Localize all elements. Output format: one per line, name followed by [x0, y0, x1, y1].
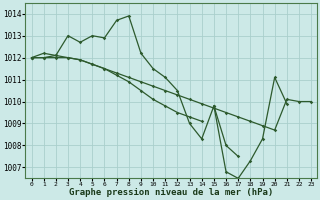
X-axis label: Graphe pression niveau de la mer (hPa): Graphe pression niveau de la mer (hPa) [69, 188, 274, 197]
